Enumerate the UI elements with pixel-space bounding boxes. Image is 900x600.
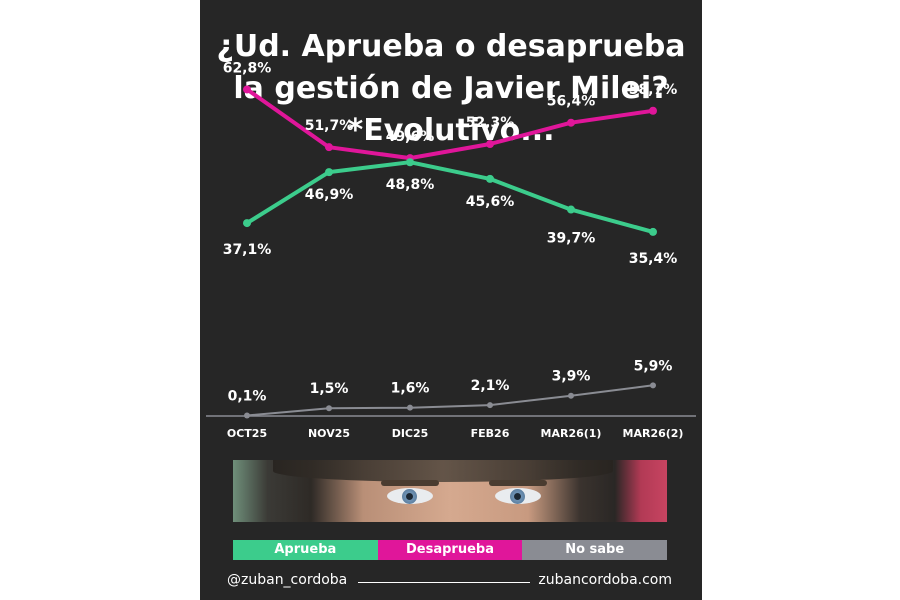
series-line-no-sabe (246, 384, 654, 417)
data-label: 1,5% (310, 381, 349, 397)
social-handle: @zuban_cordoba (227, 572, 348, 588)
data-label: 46,9% (305, 187, 354, 203)
right-eye (495, 488, 541, 504)
x-tick-label: MAR26(1) (541, 427, 602, 440)
data-point (486, 140, 494, 149)
data-label: 39,7% (547, 231, 596, 247)
data-point (568, 392, 574, 399)
data-point (407, 404, 413, 411)
data-label: 62,8% (223, 60, 272, 76)
chart-title: ¿Ud. Aprueba o desaprueba la gestión de … (200, 26, 702, 152)
infographic-card: ¿Ud. Aprueba o desaprueba la gestión de … (200, 0, 702, 600)
data-label: 1,6% (391, 381, 430, 397)
legend-no-sabe: No sabe (522, 540, 668, 560)
x-tick-label: FEB26 (471, 427, 510, 440)
data-point (243, 85, 251, 94)
legend-aprueba: Aprueba (233, 540, 378, 560)
data-label: 37,1% (223, 242, 272, 258)
website-link: zubancordoba.com (538, 572, 672, 588)
data-point (649, 227, 657, 236)
data-label: 48,8% (386, 177, 435, 193)
data-point (244, 412, 250, 419)
x-tick-label: MAR26(2) (623, 427, 684, 440)
data-label: 5,9% (634, 358, 673, 374)
data-point (406, 158, 414, 167)
title-line-3: *Evolutivo... (347, 113, 555, 148)
x-tick-label: DIC25 (392, 427, 429, 440)
title-line-1: ¿Ud. Aprueba o desaprueba (216, 29, 686, 64)
data-point (567, 205, 575, 214)
data-label: 52,3% (466, 115, 515, 131)
data-label: 3,9% (552, 369, 591, 385)
data-point (487, 402, 493, 409)
series-line-desaprueba (245, 87, 655, 161)
left-eyebrow (381, 480, 439, 486)
right-eyebrow (489, 480, 547, 486)
hair-shape (273, 460, 613, 482)
portrait-strip (233, 460, 667, 522)
data-point (486, 174, 494, 183)
x-tick-label: OCT25 (227, 427, 267, 440)
data-point (325, 168, 333, 177)
data-point (326, 405, 332, 412)
left-eye (387, 488, 433, 504)
data-point (649, 106, 657, 115)
data-label: 58,7% (629, 82, 678, 98)
data-label: 51,7% (305, 118, 354, 134)
data-label: 0,1% (228, 388, 267, 404)
line-chart: OCT25 NOV25 DIC25 FEB26 MAR26(1) MAR26(2) 62,8… (206, 60, 696, 440)
data-label: 49,6% (386, 129, 435, 145)
data-label: 35,4% (629, 251, 678, 267)
data-point (650, 382, 656, 389)
legend: Aprueba Desaprueba No sabe (233, 540, 668, 560)
data-point (243, 219, 251, 228)
data-point (325, 143, 333, 152)
series-line-aprueba (245, 160, 655, 234)
data-label: 45,6% (466, 194, 515, 210)
title-line-2: la gestión de Javier Milei? (233, 71, 669, 106)
footer-divider (358, 582, 530, 583)
footer: @zuban_cordoba zubancordoba.com (200, 572, 702, 594)
data-point (567, 118, 575, 127)
data-label: 56,4% (547, 94, 596, 110)
data-label: 2,1% (471, 378, 510, 394)
x-tick-label: NOV25 (308, 427, 350, 440)
legend-desaprueba: Desaprueba (377, 540, 523, 560)
